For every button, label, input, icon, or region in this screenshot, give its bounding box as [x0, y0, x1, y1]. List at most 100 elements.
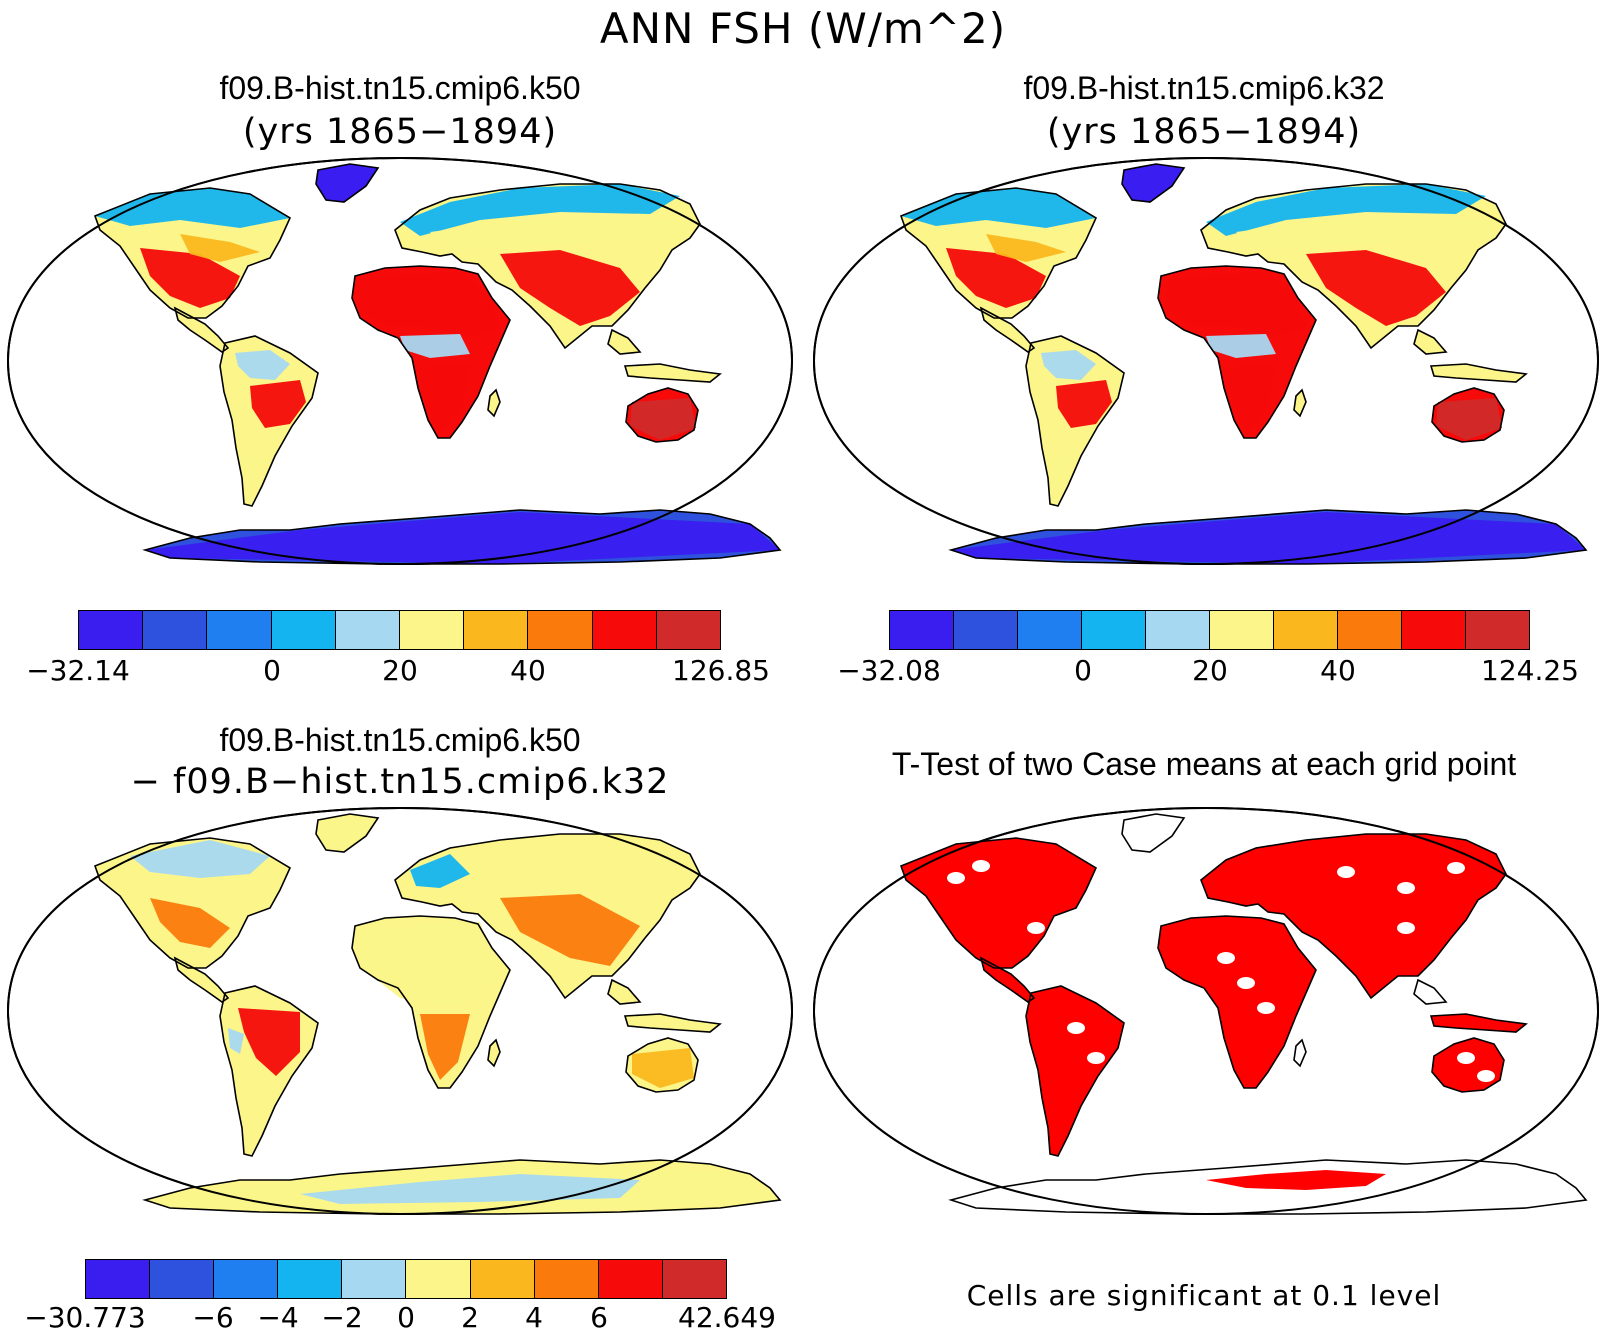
nonsignificant-cell — [1217, 952, 1235, 964]
coastline-europe — [1200, 183, 1507, 350]
shade-region-greenland — [1122, 164, 1184, 202]
nonsignificant-cell — [1337, 866, 1355, 878]
coastline-greenland — [315, 813, 380, 853]
land-madagascar — [488, 1040, 500, 1066]
colorbar-swatch — [271, 611, 336, 649]
shade-region-africa — [418, 364, 470, 434]
significance-note: Cells are significant at 0.1 level — [966, 1279, 1442, 1312]
coastline-australia — [1431, 387, 1505, 443]
coastline-africa — [351, 265, 511, 439]
shade-region-camerica — [981, 958, 1034, 1002]
panel1-subtitle: (yrs 1865−1894) — [242, 112, 558, 152]
coastline-namerica — [899, 187, 1098, 319]
land-madagascar — [1294, 390, 1306, 416]
figure-title: ANN FSH (W/m^2) — [599, 4, 1007, 53]
colorbar-swatch — [143, 611, 208, 649]
panel2-colorbar-label-40: 40 — [1320, 654, 1356, 687]
coastline-camerica — [979, 306, 1036, 353]
shade-region-europe — [1201, 834, 1506, 998]
panel2-colorbar-max: 124.25 — [1481, 654, 1579, 687]
nonsignificant-cell — [1397, 882, 1415, 894]
colorbar-swatch — [1018, 611, 1082, 649]
colorbar-swatch — [1274, 611, 1338, 649]
coastline-greenland — [1121, 813, 1186, 853]
land-camerica — [981, 308, 1034, 352]
colorbar-swatch — [335, 611, 401, 649]
panel3-colorbar-label-0: 0 — [397, 1301, 415, 1334]
coastline-europe — [394, 183, 701, 350]
land-seasia — [1414, 330, 1446, 354]
nonsignificant-cell — [947, 872, 965, 884]
panel2-colorbar — [889, 610, 1530, 650]
shade-region-europe — [430, 216, 690, 250]
colorbar-swatch — [1210, 611, 1274, 649]
panel4-title: T-Test of two Case means at each grid po… — [891, 746, 1517, 782]
colorbar-swatch — [400, 611, 465, 649]
shade-region-africa — [1166, 272, 1306, 336]
panel1-title: f09.B-hist.tn15.cmip6.k50 — [219, 70, 581, 106]
colorbar-swatch — [954, 611, 1018, 649]
panel2-colorbar-min: −32.08 — [837, 654, 941, 687]
coastline-indonesia — [623, 1013, 722, 1033]
land-madagascar — [1294, 1040, 1306, 1066]
coastline-europe — [394, 833, 701, 1000]
coastline-namerica — [93, 187, 292, 319]
colorbar-swatch — [470, 1260, 535, 1298]
coastline-samerica — [219, 335, 319, 507]
shade-region-samerica — [1026, 986, 1124, 1156]
shade-region-europe — [500, 250, 640, 326]
coastline-indonesia — [1429, 1013, 1528, 1033]
colorbar-swatch — [1146, 611, 1210, 649]
land-camerica — [175, 958, 228, 1002]
panel3-map — [6, 806, 794, 1216]
coastline-samerica — [1025, 335, 1125, 507]
coastline-europe — [1200, 833, 1507, 1000]
nonsignificant-cell — [1067, 1022, 1085, 1034]
nonsignificant-cell — [1257, 1002, 1275, 1014]
colorbar-swatch — [79, 611, 144, 649]
panel1-colorbar-max: 126.85 — [672, 654, 770, 687]
panel3-title: f09.B-hist.tn15.cmip6.k50 — [219, 722, 581, 758]
land-madagascar — [488, 390, 500, 416]
panel3-colorbar-label-4: 4 — [525, 1301, 543, 1334]
shade-region-namerica — [986, 234, 1066, 262]
coastline-madagascar — [487, 1038, 501, 1068]
shade-region-africa — [360, 922, 500, 1006]
coastline-indonesia — [1429, 363, 1528, 383]
panel3-subtitle: − f09.B−hist.tn15.cmip6.k32 — [130, 762, 670, 802]
colorbar-swatch — [656, 611, 721, 649]
shade-region-africa — [420, 1014, 470, 1080]
shade-region-namerica — [180, 234, 260, 262]
coastline-namerica — [93, 837, 292, 969]
panel2-subtitle: (yrs 1865−1894) — [1046, 112, 1362, 152]
coastline-greenland — [315, 163, 380, 203]
land-seasia — [608, 330, 640, 354]
panel3-colorbar-label-neg4: −4 — [257, 1301, 299, 1334]
coastline-seasia — [1413, 978, 1448, 1005]
shade-region-samerica — [246, 458, 262, 490]
panel4-map — [812, 806, 1600, 1216]
coastline-madagascar — [1293, 1038, 1307, 1068]
shade-region-samerica — [238, 1008, 300, 1076]
shade-region-antarctica — [145, 512, 780, 564]
colorbar-swatch — [1338, 611, 1402, 649]
panel1-map — [6, 156, 794, 566]
shade-region-australia — [1436, 398, 1502, 440]
nonsignificant-cell — [1237, 977, 1255, 989]
nonsignificant-cell — [972, 860, 990, 872]
shade-region-namerica — [140, 248, 240, 308]
colorbar-swatch — [592, 611, 657, 649]
coastline-seasia — [1413, 328, 1448, 355]
colorbar-swatch — [150, 1260, 215, 1298]
map-border — [812, 806, 1600, 1216]
shade-region-africa — [1206, 334, 1276, 358]
shade-region-namerica — [901, 838, 1096, 968]
colorbar-swatch — [278, 1260, 343, 1298]
shade-region-samerica — [1056, 380, 1112, 428]
colorbar-swatch — [534, 1260, 599, 1298]
shade-region-antarctica — [951, 512, 1586, 564]
shade-region-samerica — [250, 380, 306, 428]
colorbar-swatch — [662, 1260, 726, 1298]
coastline-seasia — [607, 328, 642, 355]
shade-region-europe — [400, 184, 680, 236]
